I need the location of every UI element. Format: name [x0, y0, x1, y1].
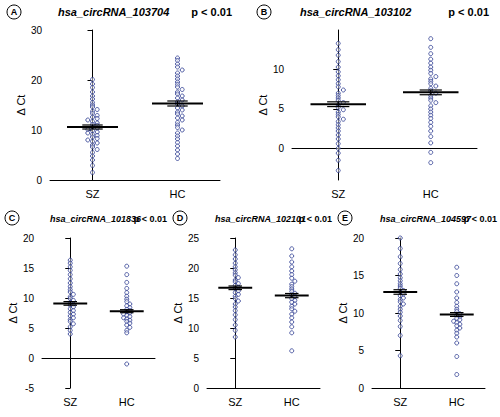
svg-text:hsa_circRNA_101836: hsa_circRNA_101836 [50, 214, 142, 224]
svg-text:30: 30 [31, 25, 43, 36]
svg-text:25: 25 [188, 233, 200, 244]
svg-text:HC: HC [170, 188, 186, 200]
svg-text:p < 0.01: p < 0.01 [299, 214, 332, 224]
svg-text:0: 0 [193, 383, 199, 394]
svg-text:C: C [9, 213, 16, 223]
svg-text:0: 0 [36, 175, 42, 186]
svg-text:SZ: SZ [331, 188, 345, 200]
svg-text:15: 15 [188, 293, 200, 304]
svg-text:p < 0.01: p < 0.01 [448, 6, 489, 18]
svg-text:Δ Ct: Δ Ct [7, 303, 19, 324]
svg-text:B: B [261, 7, 268, 17]
svg-text:10: 10 [273, 64, 285, 75]
svg-text:hsa_circRNA_104597: hsa_circRNA_104597 [380, 214, 472, 224]
svg-text:0: 0 [278, 143, 284, 154]
svg-text:SZ: SZ [228, 396, 242, 408]
svg-text:HC: HC [449, 396, 465, 408]
svg-text:A: A [11, 7, 18, 17]
svg-text:HC: HC [423, 188, 439, 200]
svg-text:hsa_circRNA_103102: hsa_circRNA_103102 [300, 6, 411, 18]
svg-text:Δ Ct: Δ Ct [257, 95, 269, 116]
svg-text:HC: HC [119, 396, 135, 408]
svg-text:HC: HC [284, 396, 300, 408]
svg-text:10: 10 [31, 125, 43, 136]
svg-text:SZ: SZ [393, 396, 407, 408]
svg-text:p < 0.01: p < 0.01 [464, 214, 497, 224]
svg-text:20: 20 [23, 233, 35, 244]
svg-text:5: 5 [278, 103, 284, 114]
svg-text:-5: -5 [25, 383, 34, 394]
svg-text:Δ Ct: Δ Ct [172, 303, 184, 324]
svg-text:5: 5 [193, 353, 199, 364]
svg-text:SZ: SZ [63, 396, 77, 408]
svg-text:D: D [177, 213, 184, 223]
svg-text:10: 10 [353, 308, 365, 319]
svg-text:E: E [342, 213, 348, 223]
svg-text:SZ: SZ [85, 188, 99, 200]
svg-text:p < 0.01: p < 0.01 [191, 6, 232, 18]
svg-text:15: 15 [23, 263, 35, 274]
svg-text:p < 0.01: p < 0.01 [134, 214, 167, 224]
svg-text:10: 10 [188, 323, 200, 334]
svg-text:0: 0 [28, 353, 34, 364]
svg-text:Δ Ct: Δ Ct [337, 303, 349, 324]
svg-text:hsa_circRNA_102101: hsa_circRNA_102101 [215, 214, 306, 224]
svg-text:Δ Ct: Δ Ct [15, 95, 27, 116]
svg-text:10: 10 [23, 293, 35, 304]
svg-text:15: 15 [353, 270, 365, 281]
svg-text:20: 20 [353, 233, 365, 244]
svg-text:20: 20 [188, 263, 200, 274]
svg-text:0: 0 [358, 383, 364, 394]
svg-text:20: 20 [31, 75, 43, 86]
svg-text:hsa_circRNA_103704: hsa_circRNA_103704 [58, 6, 169, 18]
svg-text:5: 5 [358, 345, 364, 356]
svg-text:5: 5 [28, 323, 34, 334]
